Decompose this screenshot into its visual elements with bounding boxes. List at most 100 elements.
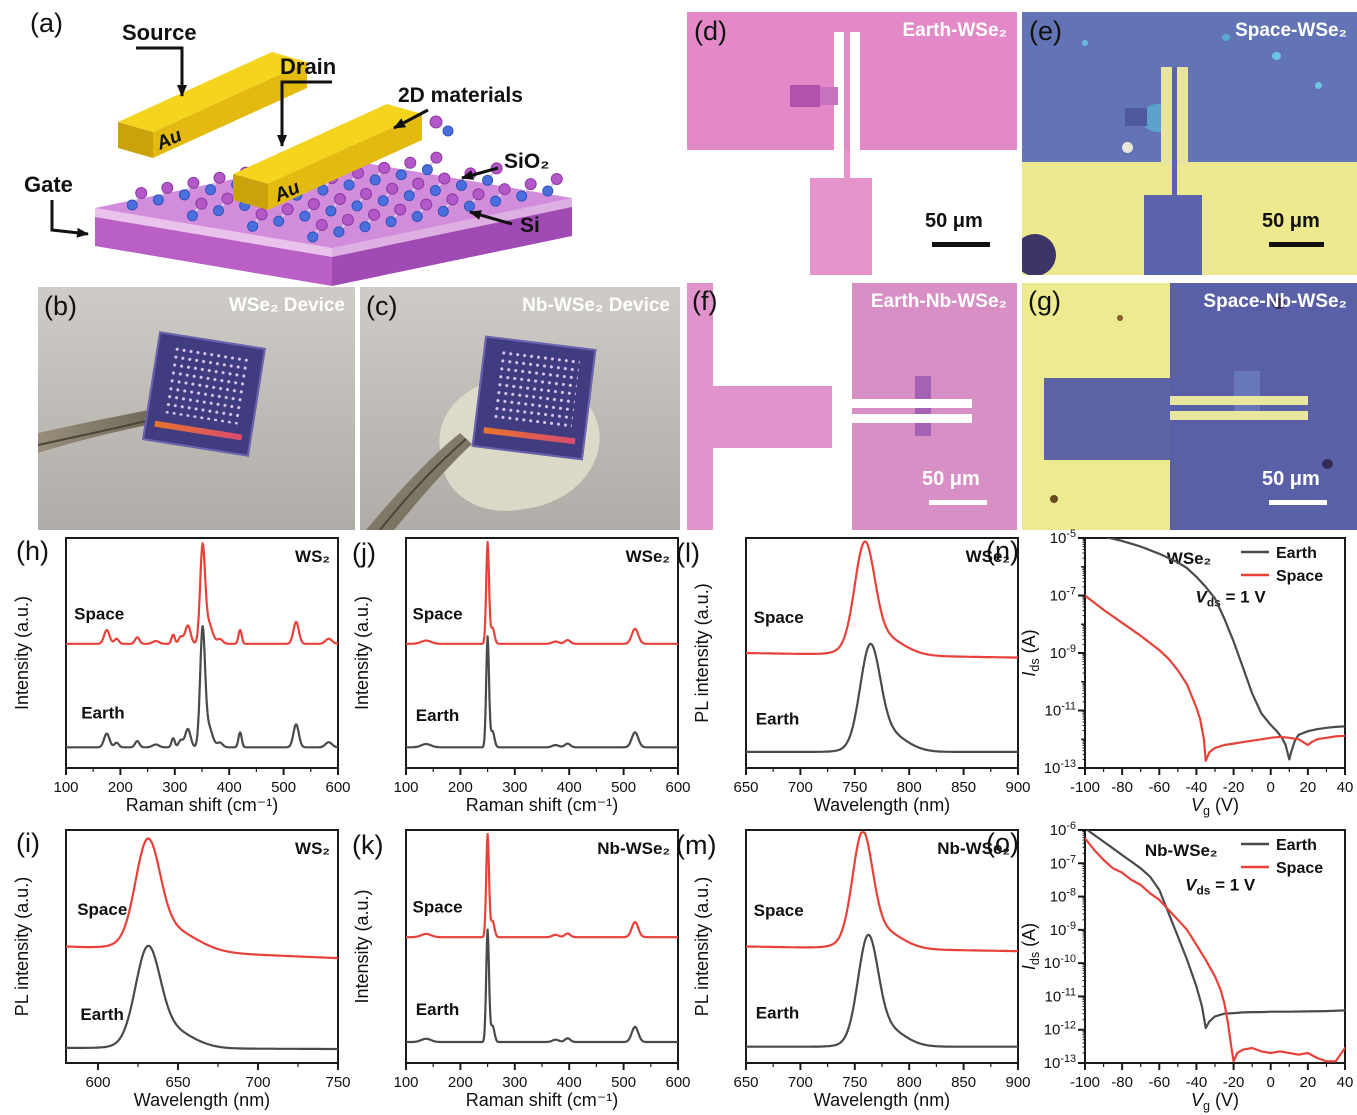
- svg-text:Vds = 1 V: Vds = 1 V: [1196, 587, 1267, 609]
- svg-text:300: 300: [502, 779, 527, 796]
- svg-text:10-8: 10-8: [1050, 887, 1076, 906]
- drain-arrow: [277, 80, 332, 147]
- svg-text:Vds = 1 V: Vds = 1 V: [1185, 876, 1256, 898]
- micrograph-title: Space-WSe₂: [1235, 20, 1347, 41]
- svg-text:WSe₂: WSe₂: [1167, 549, 1211, 568]
- svg-text:700: 700: [245, 1074, 270, 1091]
- panel-letter-h: (h): [16, 536, 49, 566]
- photo-title: WSe₂ Device: [228, 295, 345, 316]
- sio2-arrow: [461, 166, 499, 180]
- panel-n-chart: -100 -80 -60 -40 -20 0 20 40 10-13 10-11 10-9 10-7 1…: [1015, 528, 1357, 825]
- flake: [1125, 108, 1147, 126]
- svg-text:10-10: 10-10: [1044, 953, 1076, 972]
- transfer-chart-nb-wse2: -100 -80 -60 -40 -20 0 20 40 10-13 10-12 10-11 10-1…: [1019, 820, 1353, 1113]
- source-electrode: Au: [118, 52, 307, 158]
- svg-text:100: 100: [53, 779, 78, 796]
- svg-text:-80: -80: [1111, 779, 1133, 796]
- panel-k-chart: 100 200 300 400 500 600 Raman shift (cm⁻¹) Inte…: [348, 820, 691, 1115]
- panel-letter-a: (a): [30, 8, 63, 38]
- scalebar: [1269, 500, 1327, 505]
- annotation-arrows: [50, 46, 513, 238]
- photo-title: Nb-WSe₂ Device: [522, 295, 670, 316]
- electrode-gap: [1172, 67, 1177, 165]
- svg-text:PL intensity (a.u.): PL intensity (a.u.): [692, 583, 712, 722]
- panel-letter-d: (d): [694, 16, 727, 46]
- svg-text:-100: -100: [1070, 779, 1100, 796]
- scalebar: [1269, 242, 1324, 247]
- svg-text:-60: -60: [1148, 1074, 1170, 1091]
- svg-text:Vg (V): Vg (V): [1191, 795, 1239, 818]
- svg-text:Vg (V): Vg (V): [1191, 1090, 1239, 1113]
- scalebar-label: 50 μm: [925, 210, 983, 232]
- svg-text:200: 200: [448, 1074, 473, 1091]
- svg-text:Intensity (a.u.): Intensity (a.u.): [352, 596, 372, 710]
- panel-h-chart: 100 200 300 400 500 600 Raman shift (cm⁻¹) Inte…: [8, 528, 351, 825]
- svg-text:400: 400: [557, 1074, 582, 1091]
- micrograph-earth-nb-wse2: 50 μm Earth-Nb-WSe₂: [687, 283, 1017, 530]
- svg-text:500: 500: [611, 1074, 636, 1091]
- svg-text:500: 500: [271, 779, 296, 796]
- svg-text:Ids (A): Ids (A): [1019, 923, 1042, 970]
- svg-text:WSe₂: WSe₂: [966, 547, 1010, 566]
- sio2-label: SiO₂: [504, 150, 550, 173]
- svg-text:Earth: Earth: [80, 1005, 123, 1024]
- electrode-lead: [844, 150, 850, 178]
- panel-letter-n: (n): [986, 536, 1019, 566]
- drain-label: Drain: [280, 54, 336, 79]
- svg-text:10-13: 10-13: [1044, 1053, 1076, 1072]
- panel-letter-i: (i): [16, 828, 40, 858]
- svg-text:800: 800: [897, 779, 922, 796]
- panel-m-chart: 650 700 750 800 850 900 Wavelength (nm) PL inte…: [688, 820, 1031, 1115]
- raman-chart-wse2: 100 200 300 400 500 600 Raman shift (cm⁻¹) Inte…: [352, 537, 691, 815]
- svg-text:750: 750: [842, 779, 867, 796]
- svg-text:-80: -80: [1111, 1074, 1133, 1091]
- svg-text:850: 850: [951, 1074, 976, 1091]
- svg-text:Earth: Earth: [416, 1000, 459, 1019]
- micrograph-title: Space-Nb-WSe₂: [1203, 291, 1347, 312]
- svg-text:PL intensity (a.u.): PL intensity (a.u.): [12, 877, 32, 1016]
- micrograph-earth-wse2: 50 μm Earth-WSe₂: [687, 12, 1017, 275]
- svg-text:Space: Space: [74, 605, 124, 624]
- svg-text:800: 800: [897, 1074, 922, 1091]
- device-schematic: Au Au Source Drain 2D materials SiO₂ Si: [24, 20, 572, 286]
- tweezer-seam: [379, 438, 467, 530]
- svg-text:40: 40: [1337, 779, 1354, 796]
- panel-letter-l: (l): [676, 538, 700, 568]
- panel-letter-m: (m): [676, 830, 717, 860]
- svg-text:Ids (A): Ids (A): [1019, 629, 1042, 676]
- raman-chart-ws2: 100 200 300 400 500 600 Raman shift (cm⁻¹) Inte…: [12, 537, 351, 815]
- svg-text:700: 700: [788, 779, 813, 796]
- svg-text:10-5: 10-5: [1050, 528, 1076, 547]
- material-spheres: [429, 115, 454, 137]
- svg-text:Space: Space: [1276, 568, 1323, 585]
- svg-text:0: 0: [1267, 1074, 1275, 1091]
- svg-text:Space: Space: [1276, 860, 1323, 877]
- gate-arrow: [50, 200, 89, 238]
- sio2-layer-edge-front: [95, 208, 332, 257]
- electrode-finger-bottom: [832, 414, 972, 423]
- svg-text:10-13: 10-13: [1044, 758, 1076, 777]
- svg-text:Space: Space: [77, 900, 127, 919]
- panel-letter-g: (g): [1028, 286, 1061, 316]
- drain-electrode: Au: [233, 104, 422, 210]
- svg-text:200: 200: [448, 779, 473, 796]
- pl-chart-ws2: 600 650 700 750 Wavelength (nm) PL intensity …: [12, 829, 351, 1110]
- svg-text:10-9: 10-9: [1050, 920, 1076, 939]
- si-substrate: [95, 158, 572, 286]
- scalebar: [929, 500, 987, 505]
- svg-text:400: 400: [217, 779, 242, 796]
- svg-text:100: 100: [393, 779, 418, 796]
- gate-label: Gate: [24, 172, 73, 197]
- dark-speck: [1272, 297, 1285, 309]
- source-label: Source: [122, 20, 197, 45]
- panel-letter-k: (k): [352, 830, 384, 860]
- svg-text:Earth: Earth: [756, 709, 799, 728]
- panel-letter-j: (j): [352, 538, 376, 568]
- electrode-finger-bottom: [1170, 411, 1308, 420]
- tweezers-illustration: [366, 433, 472, 530]
- svg-text:Earth: Earth: [1276, 545, 1317, 562]
- svg-text:Raman shift (cm⁻¹): Raman shift (cm⁻¹): [126, 795, 279, 815]
- contact-pad: [1144, 195, 1202, 275]
- svg-text:Wavelength (nm): Wavelength (nm): [134, 1090, 270, 1110]
- svg-text:700: 700: [788, 1074, 813, 1091]
